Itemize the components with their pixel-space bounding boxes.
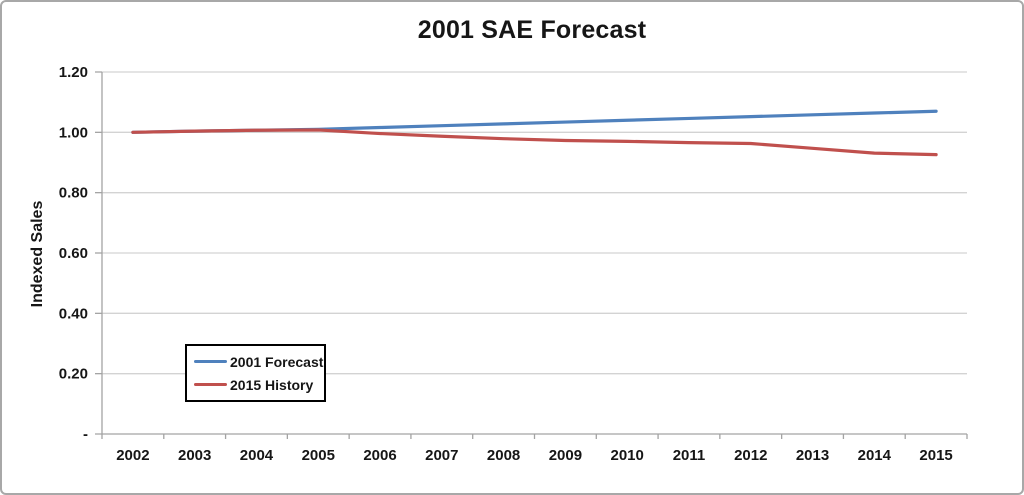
x-tick-label: 2010 [610,447,643,464]
x-tick-label: 2015 [919,447,952,464]
legend-label-history: 2015 History [230,376,314,393]
y-tick-label: 0.80 [59,185,88,202]
y-tick-label: 0.60 [59,245,88,262]
x-tick-label: 2013 [796,447,829,464]
chart-title: 2001 SAE Forecast [417,16,647,44]
x-tick-label: 2012 [734,447,767,464]
legend: 2001 Forecast 2015 History [185,344,326,402]
x-tick-label: 2007 [425,447,458,464]
x-tick-label: 2011 [673,447,706,464]
legend-label-forecast: 2001 Forecast [230,353,324,370]
y-tick-label: 0.20 [59,366,88,383]
x-tick-label: 2009 [549,447,582,464]
x-tick-label: 2003 [178,447,211,464]
x-tick-label: 2005 [302,447,335,464]
legend-item-2001-forecast: 2001 Forecast [194,353,324,370]
legend-item-2015-history: 2015 History [194,377,320,393]
x-tick-label: 2006 [363,447,396,464]
y-tick-label: 1.20 [59,64,88,81]
y-tick-label: - [83,426,88,443]
x-tick-label: 2002 [116,447,149,464]
x-tick-label: 2004 [240,447,274,464]
legend-line-sample-history [194,382,227,387]
y-tick-label: 1.00 [59,124,88,141]
y-tick-label: 0.40 [59,305,88,322]
x-tick-label: 2014 [858,447,892,464]
series-line-2015-history [131,128,938,157]
x-tick-label: 2008 [487,447,520,464]
legend-line-sample-forecast [194,359,227,364]
